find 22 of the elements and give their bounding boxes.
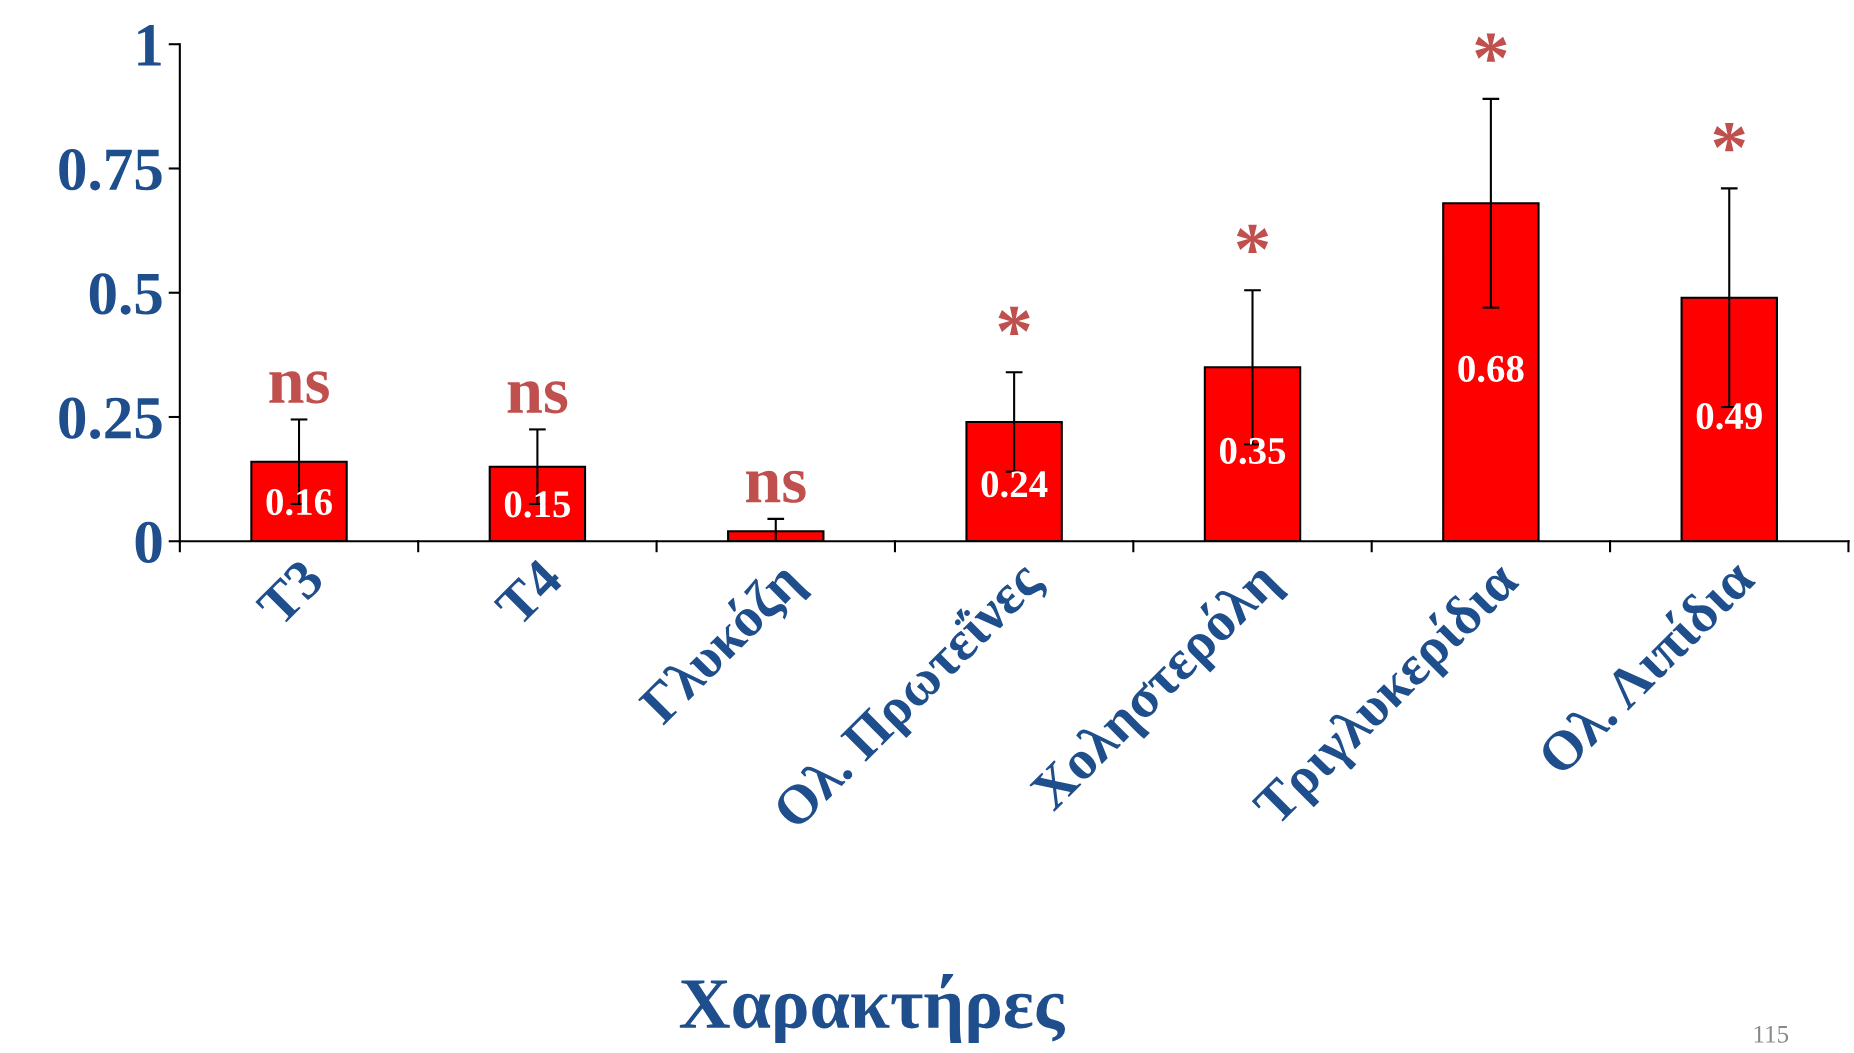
- annotation: ns: [507, 381, 568, 414]
- data-label: 0.35: [1219, 437, 1286, 465]
- y-tick-label: 0: [135, 521, 162, 564]
- text: 115: [1754, 1025, 1789, 1043]
- data-label: 0.49: [1696, 402, 1762, 430]
- annotation: ns: [746, 470, 806, 503]
- data-label: 0.68: [1458, 355, 1524, 383]
- x-axis-title: Χαρακτήρες: [679, 974, 1066, 1044]
- annotation: *: [998, 306, 1030, 336]
- annotation: *: [1236, 224, 1269, 254]
- annotation: ns: [269, 371, 329, 404]
- annotation: *: [1713, 122, 1745, 152]
- data-label: 0.24: [981, 471, 1048, 498]
- y-tick-label: 1: [138, 25, 161, 66]
- data-label: 0.15: [504, 491, 570, 518]
- y-tick-label: 0.5: [89, 273, 162, 315]
- annotation: *: [1475, 33, 1507, 62]
- y-tick-label: 0.25: [59, 397, 162, 440]
- x-tick-label: T4: [493, 557, 564, 628]
- x-tick-label: T3: [255, 557, 326, 629]
- y-tick-label: 0.75: [59, 149, 162, 191]
- data-label: 0.16: [266, 488, 332, 516]
